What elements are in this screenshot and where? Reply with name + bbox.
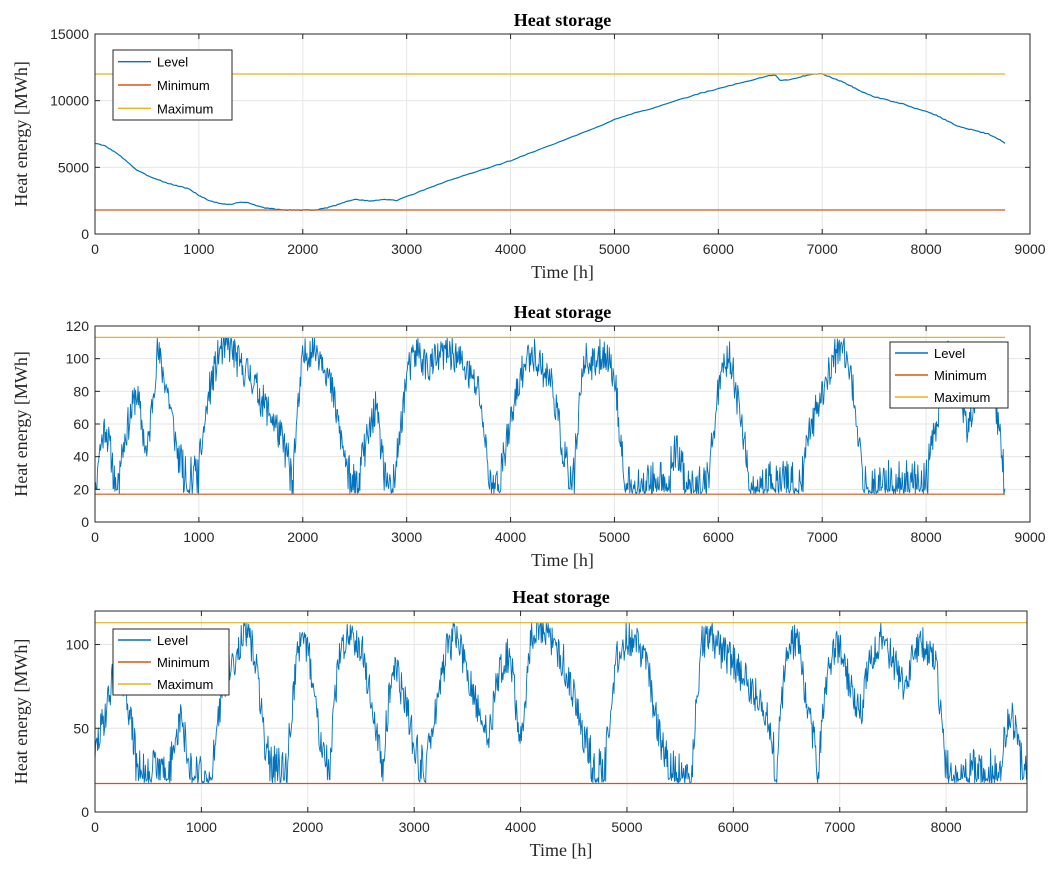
x-axis-label: Time [h] bbox=[531, 550, 594, 570]
legend-label-minimum: Minimum bbox=[157, 78, 210, 93]
x-tick-label: 7000 bbox=[807, 529, 838, 545]
y-tick-label: 10000 bbox=[50, 93, 89, 109]
legend-label-minimum: Minimum bbox=[157, 655, 210, 670]
axes-box bbox=[94, 33, 1031, 235]
x-tick-label: 5000 bbox=[599, 529, 630, 545]
y-tick-label: 50 bbox=[73, 720, 89, 736]
y-tick-label: 0 bbox=[81, 514, 89, 530]
y-axis-label: Heat energy [MWh] bbox=[11, 61, 31, 207]
y-tick-label: 15000 bbox=[50, 26, 89, 42]
y-tick-label: 0 bbox=[81, 226, 89, 242]
y-tick-label: 120 bbox=[66, 318, 90, 334]
legend-label-level: Level bbox=[157, 55, 188, 70]
x-tick-label: 8000 bbox=[931, 819, 962, 835]
x-tick-label: 7000 bbox=[807, 241, 838, 257]
y-tick-label: 5000 bbox=[58, 159, 89, 175]
x-tick-label: 5000 bbox=[599, 241, 630, 257]
x-tick-label: 1000 bbox=[186, 819, 217, 835]
y-tick-label: 80 bbox=[73, 383, 89, 399]
legend: Level Minimum Maximum bbox=[889, 341, 1009, 409]
y-tick-label: 60 bbox=[73, 416, 89, 432]
x-tick-label: 9000 bbox=[1014, 529, 1045, 545]
x-axis-label: Time [h] bbox=[530, 840, 593, 860]
x-tick-label: 2000 bbox=[292, 819, 323, 835]
y-tick-label: 40 bbox=[73, 449, 89, 465]
plot-area bbox=[95, 34, 1030, 234]
chart-3: 0 1000 2000 3000 4000 5000 6000 7000 8000 0 50 100 H… bbox=[11, 587, 1028, 860]
y-tick-label: 20 bbox=[73, 481, 89, 497]
x-tick-label: 0 bbox=[91, 241, 99, 257]
x-tick-label: 5000 bbox=[611, 819, 642, 835]
y-axis-label: Heat energy [MWh] bbox=[11, 639, 31, 785]
y-tick-label: 0 bbox=[81, 804, 89, 820]
x-tick-label: 7000 bbox=[824, 819, 855, 835]
series-group bbox=[95, 336, 1006, 495]
legend-label-minimum: Minimum bbox=[934, 368, 987, 383]
x-tick-label: 3000 bbox=[391, 529, 422, 545]
x-tick-label: 9000 bbox=[1014, 241, 1045, 257]
x-tick-label: 3000 bbox=[399, 819, 430, 835]
chart-title: Heat storage bbox=[512, 587, 609, 607]
y-tick-label: 100 bbox=[66, 351, 90, 367]
series-group bbox=[95, 73, 1006, 211]
y-tick-label: 100 bbox=[66, 637, 90, 653]
chart-title: Heat storage bbox=[514, 10, 611, 30]
x-tick-label: 8000 bbox=[911, 529, 942, 545]
series-level-line bbox=[95, 336, 1006, 495]
legend: Level Minimum Maximum bbox=[112, 49, 233, 121]
series-level-line bbox=[95, 73, 1006, 211]
x-tick-label: 6000 bbox=[703, 241, 734, 257]
x-tick-label: 8000 bbox=[911, 241, 942, 257]
x-tick-label: 6000 bbox=[703, 529, 734, 545]
x-tick-label: 4000 bbox=[495, 241, 526, 257]
x-tick-label: 6000 bbox=[718, 819, 749, 835]
x-tick-label: 3000 bbox=[391, 241, 422, 257]
series-group bbox=[95, 622, 1027, 785]
x-tick-label: 0 bbox=[91, 529, 99, 545]
x-tick-label: 2000 bbox=[287, 529, 318, 545]
y-axis-label: Heat energy [MWh] bbox=[11, 351, 31, 497]
chart-title: Heat storage bbox=[514, 302, 611, 322]
legend: Level Minimum Maximum bbox=[112, 628, 230, 696]
axes-box bbox=[94, 610, 1028, 813]
legend-label-maximum: Maximum bbox=[157, 101, 213, 116]
legend-label-level: Level bbox=[934, 346, 965, 361]
x-axis-label: Time [h] bbox=[531, 262, 594, 282]
chart-1: 0 1000 2000 3000 4000 5000 6000 7000 8000 9000 0 50… bbox=[11, 10, 1046, 282]
x-tick-label: 1000 bbox=[183, 241, 214, 257]
legend-label-maximum: Maximum bbox=[934, 390, 990, 405]
x-tick-label: 4000 bbox=[495, 529, 526, 545]
x-tick-label: 4000 bbox=[505, 819, 536, 835]
legend-label-maximum: Maximum bbox=[157, 677, 213, 692]
legend-label-level: Level bbox=[157, 633, 188, 648]
chart-2: 0 1000 2000 3000 4000 5000 6000 7000 8000 9000 0 20… bbox=[11, 302, 1046, 570]
x-tick-label: 2000 bbox=[287, 241, 318, 257]
series-level-line bbox=[95, 622, 1027, 784]
x-tick-label: 1000 bbox=[183, 529, 214, 545]
x-tick-label: 0 bbox=[91, 819, 99, 835]
